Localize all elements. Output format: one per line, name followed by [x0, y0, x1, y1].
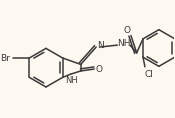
Text: N: N — [97, 41, 103, 50]
Text: NH: NH — [117, 39, 131, 48]
Text: Br: Br — [0, 54, 10, 63]
Text: NH: NH — [65, 76, 78, 85]
Text: O: O — [96, 65, 103, 74]
Text: Cl: Cl — [144, 70, 153, 79]
Text: O: O — [124, 26, 131, 35]
